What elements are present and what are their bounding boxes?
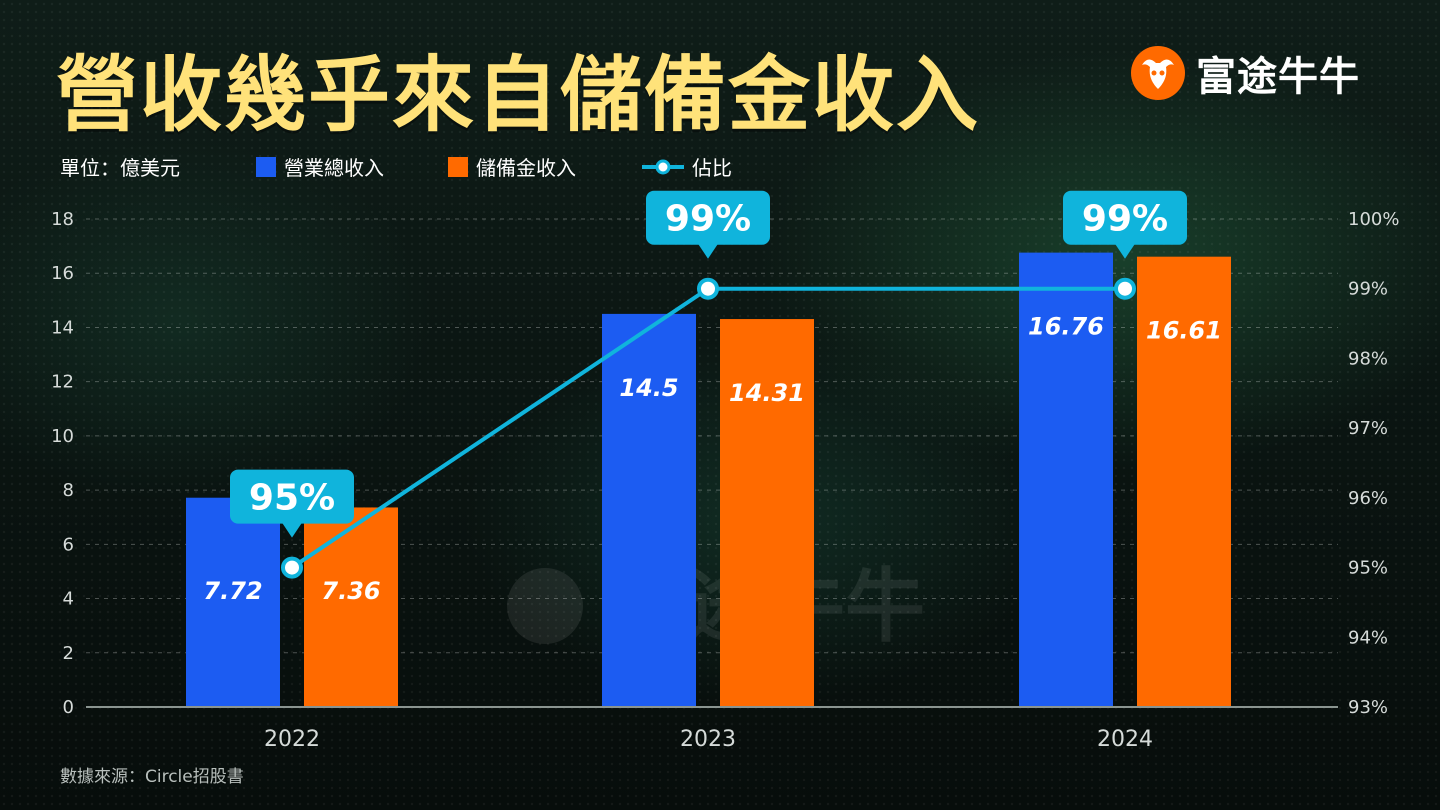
bar-total-2024	[1019, 252, 1113, 707]
bar-data-label-total: 7.72	[203, 577, 262, 605]
bar-data-label-reserve: 14.31	[729, 379, 805, 407]
share-data-label: 99%	[665, 199, 751, 240]
y-axis-tick-label: 18	[51, 209, 74, 230]
share-point-2024	[1114, 277, 1136, 300]
y-axis-tick-label: 4	[63, 589, 74, 610]
unit-label: 單位：億美元	[60, 156, 180, 180]
data-source: 數據來源：Circle招股書	[60, 767, 244, 787]
share-line	[290, 286, 1125, 570]
share-point-2022	[281, 556, 303, 579]
callout-pointer	[282, 522, 302, 538]
y2-axis-tick-label: 93%	[1348, 697, 1388, 718]
brand-name: 富途牛牛	[1196, 54, 1360, 100]
legend-item-share: 佔比	[640, 152, 732, 181]
callout-pointer	[698, 243, 718, 259]
share-data-label: 99%	[1082, 199, 1168, 240]
y-axis-tick-label: 16	[51, 263, 74, 284]
bar-data-label-reserve: 16.61	[1146, 317, 1222, 345]
futu-bull-logo-icon	[1131, 46, 1185, 100]
y-axis-tick-label: 10	[51, 426, 74, 447]
y-axis-tick-label: 12	[51, 372, 74, 393]
share-callout-2024: 99%	[1063, 190, 1187, 259]
y-axis-tick-label: 8	[63, 480, 74, 501]
x-axis-tick-label: 2023	[680, 727, 736, 752]
watermark-logo-icon	[507, 568, 583, 644]
legend-item-reserve: 儲備金收入	[448, 152, 576, 181]
bar-data-label-total: 14.5	[619, 374, 678, 402]
share-callout-2023: 99%	[646, 190, 770, 259]
callout-box	[646, 190, 770, 245]
y-axis-tick-label: 6	[63, 534, 74, 555]
legend-label-total: 營業總收入	[284, 156, 384, 180]
y-axis-tick-label: 2	[63, 643, 74, 664]
y2-axis-tick-label: 100%	[1348, 209, 1399, 230]
y2-axis-tick-label: 96%	[1348, 488, 1388, 509]
bar-reserve-2023	[720, 319, 814, 707]
callout-pointer	[1115, 243, 1135, 259]
share-callout-2022: 95%	[230, 469, 354, 538]
bar-total-2022	[186, 497, 280, 707]
legend-label-share: 佔比	[692, 156, 732, 180]
callout-box	[230, 469, 354, 524]
bar-total-2023	[602, 313, 696, 707]
page-title: 營收幾乎來自儲備金收入	[56, 48, 981, 143]
bar-data-label-total: 16.76	[1028, 313, 1104, 341]
brand: 富途牛牛	[1130, 44, 1360, 102]
y2-axis-tick-label: 98%	[1348, 348, 1388, 369]
legend-label-reserve: 儲備金收入	[476, 156, 576, 180]
legend-swatch-total	[256, 156, 276, 177]
x-axis-tick-label: 2022	[264, 727, 320, 752]
y-axis-tick-label: 14	[51, 317, 74, 338]
legend-swatch-reserve	[448, 156, 468, 177]
y-axis-tick-label: 0	[63, 697, 74, 718]
y2-axis-tick-label: 99%	[1348, 279, 1388, 300]
bar-reserve-2022	[304, 507, 398, 707]
share-point-2023	[697, 277, 719, 300]
bar-reserve-2024	[1137, 256, 1231, 707]
watermark: 富途牛牛	[507, 560, 925, 653]
y2-axis-tick-label: 94%	[1348, 627, 1388, 648]
bar-data-label-reserve: 7.36	[321, 577, 380, 605]
callout-box	[1063, 190, 1187, 245]
share-data-label: 95%	[249, 478, 335, 519]
legend-item-total: 營業總收入	[256, 152, 384, 181]
legend-line-marker-icon	[642, 159, 684, 174]
y2-axis-tick-label: 97%	[1348, 418, 1388, 439]
y2-axis-tick-label: 95%	[1348, 558, 1388, 579]
x-axis-tick-label: 2024	[1097, 727, 1153, 752]
